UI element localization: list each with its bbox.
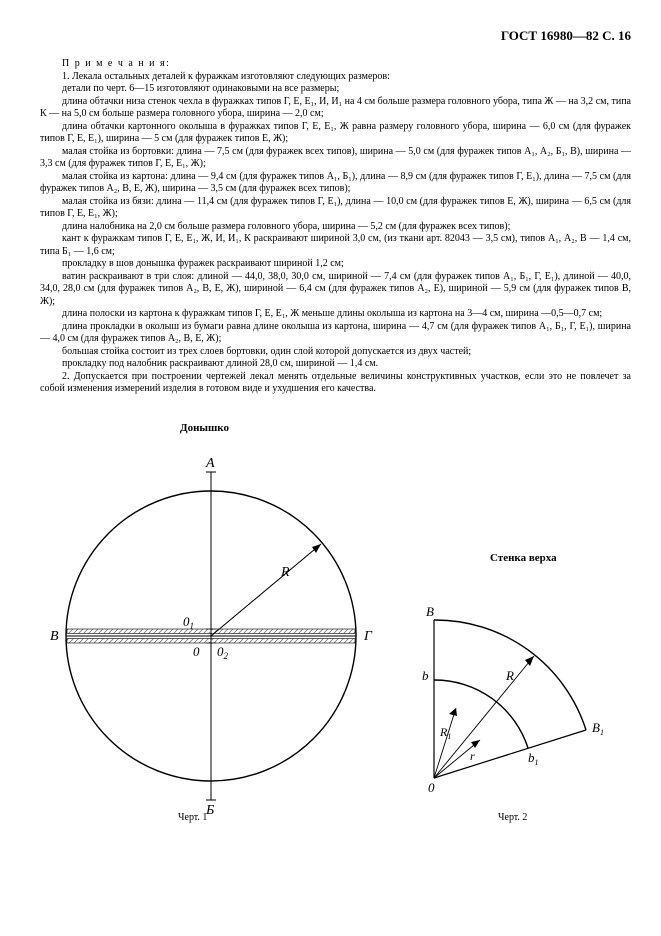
svg-text:R: R xyxy=(505,668,514,683)
figure-2-svg: R r R1 В b В1 b1 0 xyxy=(416,598,626,798)
para: 1. Лекала остальных деталей к фуражкам и… xyxy=(40,71,631,84)
svg-text:В: В xyxy=(50,629,59,644)
para: малая стойка из картона: длина — 9,4 см … xyxy=(40,171,631,196)
para: прокладку под налобник раскраивают длино… xyxy=(40,358,631,371)
fig2-caption: Черт. 2 xyxy=(498,812,527,823)
para: 2. Допускается при построении чертежей л… xyxy=(40,371,631,396)
svg-text:0: 0 xyxy=(428,780,435,795)
para: кант к фуражкам типов Г, Е, Е₁, Ж, И, И₁… xyxy=(40,233,631,258)
para: длина прокладки в околыш из бумаги равна… xyxy=(40,321,631,346)
svg-text:0: 0 xyxy=(193,644,200,659)
para: малая стойка из бортовки: длина — 7,5 см… xyxy=(40,146,631,171)
para: большая стойка состоит из трех слоев бор… xyxy=(40,346,631,359)
para: длина обтачки низа стенок чехла в фуражк… xyxy=(40,96,631,121)
para: длина полоски из картона к фуражкам типо… xyxy=(40,308,631,321)
notes-block: П р и м е ч а н и я: 1. Лекала остальных… xyxy=(40,58,631,396)
svg-text:В1: В1 xyxy=(592,720,604,737)
para: длина налобника на 2,0 см больше размера… xyxy=(40,221,631,234)
notes-title: П р и м е ч а н и я: xyxy=(40,58,631,71)
figures-area: Донышко Стенка верха А Б В Г R 0 xyxy=(40,422,631,852)
svg-text:Г: Г xyxy=(363,629,373,644)
svg-text:А: А xyxy=(205,456,215,471)
para: ватин раскраивают в три слоя: длиной — 4… xyxy=(40,271,631,309)
fig2-title: Стенка верха xyxy=(490,552,557,564)
para: прокладку в шов донышка фуражек раскраив… xyxy=(40,258,631,271)
para: малая стойка из бязи: длина — 11,4 см (д… xyxy=(40,196,631,221)
page-header: ГОСТ 16980—82 С. 16 xyxy=(40,28,631,44)
svg-text:01: 01 xyxy=(183,614,194,631)
svg-text:b1: b1 xyxy=(528,750,539,767)
fig1-title: Донышко xyxy=(180,422,229,434)
svg-text:b: b xyxy=(422,668,429,683)
svg-text:02: 02 xyxy=(217,644,229,661)
svg-text:В: В xyxy=(426,604,434,619)
fig1-caption: Черт. 1 xyxy=(178,812,207,823)
figure-1-svg: А Б В Г R 0 01 02 xyxy=(46,446,386,816)
svg-text:r: r xyxy=(470,749,475,763)
para: детали по черт. 6—15 изготовляют одинако… xyxy=(40,83,631,96)
svg-text:R: R xyxy=(280,565,290,580)
para: длина обтачки картонного околыша в фураж… xyxy=(40,121,631,146)
